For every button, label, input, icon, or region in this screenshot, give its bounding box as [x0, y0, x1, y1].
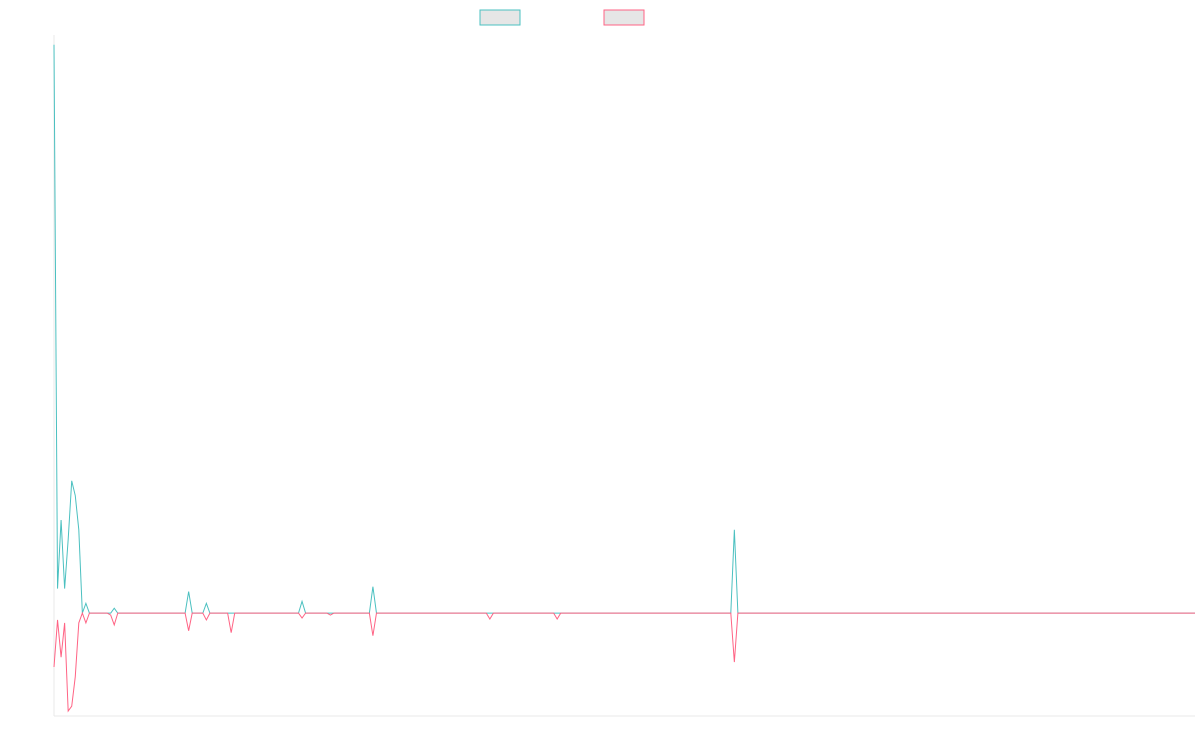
series-line-1 — [53, 44, 1195, 614]
legend-swatch-1 — [479, 9, 521, 26]
series-line-2 — [53, 611, 1195, 713]
axes — [53, 35, 1195, 717]
series-lines — [53, 44, 1195, 713]
legend — [479, 9, 645, 26]
legend-swatch-2 — [603, 9, 645, 26]
